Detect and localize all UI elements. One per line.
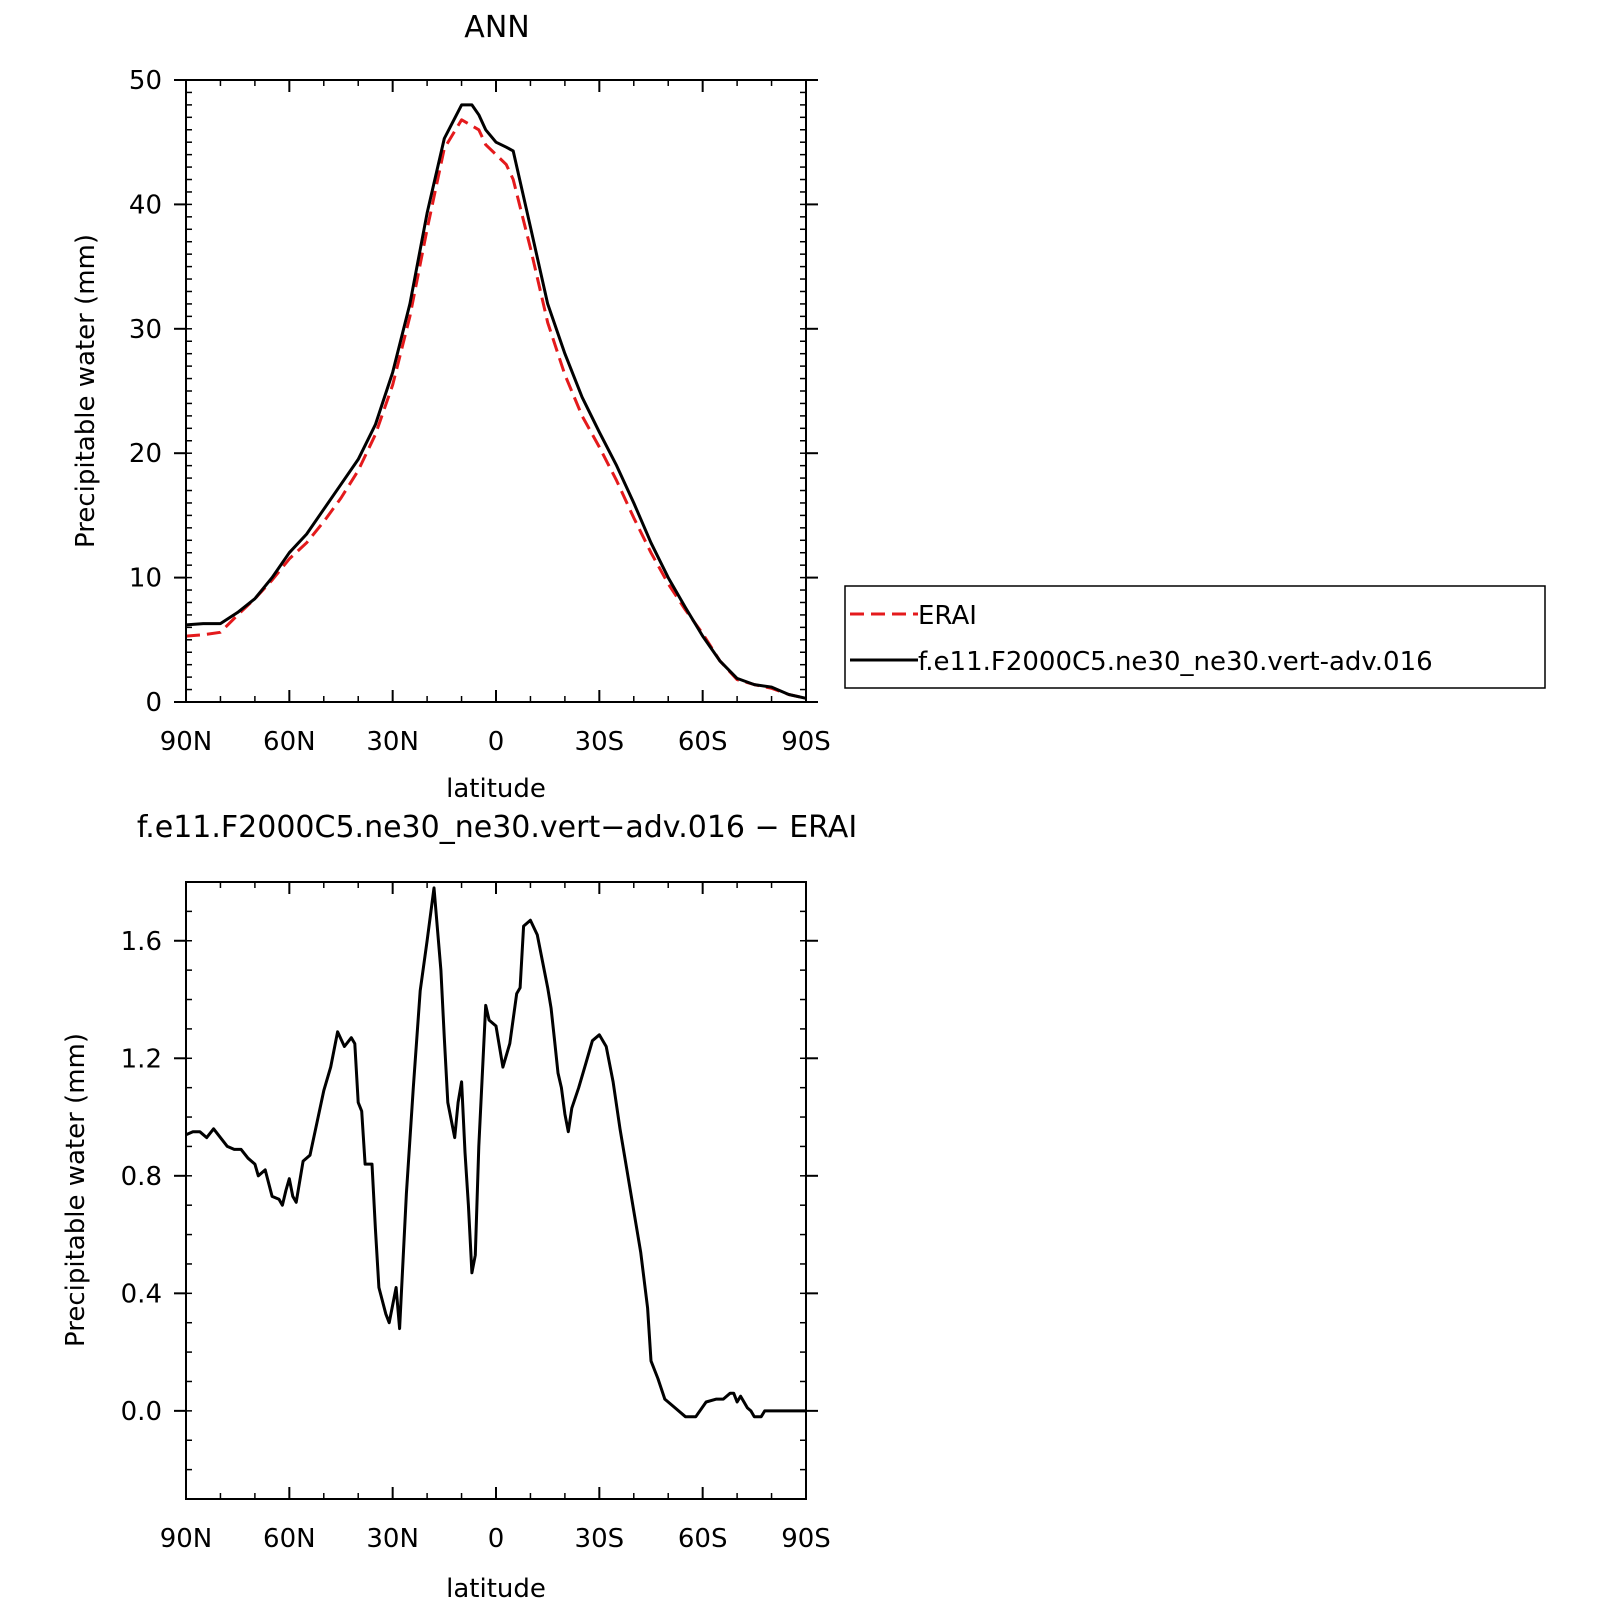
- bottom-y-tick-label: 1.6: [121, 927, 162, 957]
- bottom-y-axis-title: Precipitable water (mm): [61, 1033, 91, 1347]
- bottom-x-tick-label: 30N: [366, 1524, 419, 1554]
- top-y-tick-label: 30: [129, 315, 162, 345]
- top-x-tick-label: 60N: [263, 727, 316, 757]
- bottom-y-tick-label: 0.4: [121, 1279, 162, 1309]
- top-panel-series: [185, 103, 807, 700]
- bottom-plot-frame: [185, 881, 807, 1500]
- legend: ERAI f.e11.F2000C5.ne30_ne30.vert-adv.01…: [844, 585, 1546, 689]
- bottom-x-axis-title: latitude: [446, 1574, 546, 1603]
- top-x-tick-label: 90S: [781, 727, 831, 757]
- top-x-tick-label: 90N: [160, 727, 213, 757]
- bottom-y-tick-label: 1.2: [121, 1044, 162, 1074]
- top-y-tick-label: 50: [129, 66, 162, 96]
- top-series-line-0: [185, 118, 807, 700]
- legend-label-erai: ERAI: [918, 601, 977, 631]
- legend-label-model: f.e11.F2000C5.ne30_ne30.vert-adv.016: [918, 647, 1433, 677]
- top-panel-ticks: 90N 60N 30N 0 30S 60S 90S 0 10 20 30 40 50: [129, 66, 831, 757]
- top-y-tick-label: 10: [129, 564, 162, 594]
- bottom-x-tick-label: 90S: [781, 1524, 831, 1554]
- bottom-x-tick-label: 60N: [263, 1524, 316, 1554]
- top-y-axis-title: Precipitable water (mm): [71, 234, 101, 548]
- bottom-series-line-0: [185, 886, 806, 1419]
- top-x-tick-label: 30S: [575, 727, 625, 757]
- bottom-y-tick-label: 0.0: [121, 1397, 162, 1427]
- bottom-panel-ticks: 90N 60N 30N 0 30S 60S 90S 0.0 0.4 0.8 1.2 1.6: [121, 881, 831, 1554]
- top-x-tick-label: 30N: [366, 727, 419, 757]
- top-panel: ANN 90N 60N 30N 0 30S 60S 90S 0 10 20 30 40 50 latit…: [71, 10, 1546, 804]
- bottom-x-tick-label: 60S: [678, 1524, 728, 1554]
- bottom-x-tick-label: 0: [488, 1524, 505, 1554]
- bottom-x-tick-label: 90N: [160, 1524, 213, 1554]
- legend-box: [844, 585, 1546, 689]
- top-y-tick-label: 0: [145, 688, 162, 718]
- bottom-panel: f.e11.F2000C5.ne30_ne30.vert−adv.016 − E…: [61, 810, 857, 1603]
- top-x-tick-label: 60S: [678, 727, 728, 757]
- top-y-tick-label: 40: [129, 190, 162, 220]
- top-y-tick-label: 20: [129, 439, 162, 469]
- top-panel-title: ANN: [464, 10, 529, 45]
- top-plot-frame: [185, 79, 807, 703]
- top-series-line-1: [185, 103, 807, 700]
- bottom-x-tick-label: 30S: [575, 1524, 625, 1554]
- top-x-tick-label: 0: [488, 727, 505, 757]
- top-x-axis-title: latitude: [446, 774, 546, 804]
- bottom-panel-series: [185, 886, 806, 1419]
- bottom-panel-title: f.e11.F2000C5.ne30_ne30.vert−adv.016 − E…: [137, 810, 857, 845]
- bottom-y-tick-label: 0.8: [121, 1162, 162, 1192]
